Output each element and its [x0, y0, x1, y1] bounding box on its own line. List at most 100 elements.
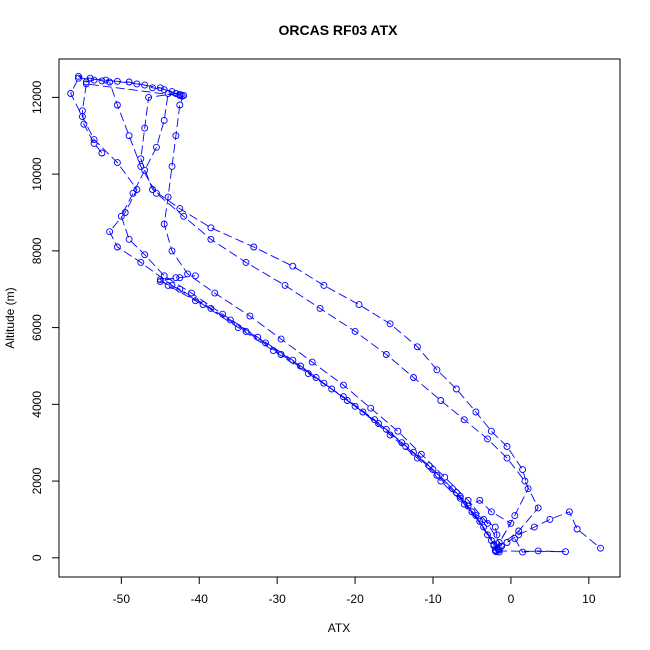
data-series	[106, 78, 542, 552]
data-point	[343, 397, 351, 404]
data-series	[456, 492, 569, 556]
data-point	[519, 548, 527, 556]
data-point	[168, 247, 176, 255]
data-point	[152, 143, 160, 151]
data-point	[375, 420, 382, 427]
data-series	[137, 90, 532, 554]
series-line	[70, 77, 488, 536]
data-point	[413, 454, 421, 462]
data-series	[117, 90, 498, 548]
data-point	[207, 235, 215, 243]
y-tick-label: 0	[30, 554, 44, 561]
data-series	[75, 72, 186, 157]
data-point	[156, 276, 164, 284]
series-line	[120, 93, 495, 545]
data-point	[468, 508, 476, 516]
data-point	[495, 539, 503, 546]
data-point	[246, 312, 254, 320]
data-point	[503, 539, 511, 546]
series-line	[498, 511, 601, 553]
data-point	[382, 425, 390, 433]
data-point	[494, 545, 502, 553]
y-tick-label: 12000	[30, 80, 44, 114]
data-point	[67, 90, 75, 97]
data-series	[495, 508, 604, 556]
data-point	[515, 527, 523, 535]
data-point	[106, 78, 114, 86]
data-point	[125, 78, 133, 86]
data-point	[382, 351, 390, 358]
y-tick-label: 10000	[30, 157, 44, 191]
data-point	[113, 159, 121, 167]
data-point	[472, 408, 480, 416]
data-point	[413, 343, 421, 351]
series-line	[78, 75, 184, 154]
data-point	[90, 76, 98, 84]
data-point	[316, 304, 324, 312]
data-point	[156, 84, 164, 92]
data-point	[511, 535, 519, 543]
data-point	[441, 473, 449, 481]
data-point	[219, 310, 227, 318]
y-axis: 0 2000 4000 6000 8000 10000 12000	[30, 80, 60, 561]
data-point	[137, 155, 145, 163]
data-point	[141, 81, 149, 89]
data-point	[226, 316, 234, 324]
data-point	[573, 525, 581, 533]
data-point	[339, 381, 347, 389]
data-point	[98, 77, 106, 85]
y-axis-label: Altitude (m)	[3, 287, 17, 348]
data-point	[351, 327, 359, 335]
y-tick-label: 4000	[30, 391, 44, 418]
data-point	[176, 274, 184, 282]
chart-title: ORCAS RF03 ATX	[278, 22, 398, 38]
data-point	[460, 500, 468, 508]
data-point	[530, 523, 538, 531]
data-point	[125, 132, 133, 140]
data-point	[160, 220, 168, 228]
data-point	[113, 243, 121, 251]
data-point	[102, 76, 110, 84]
data-point	[452, 385, 460, 393]
series-line	[140, 93, 529, 551]
data-point	[484, 531, 491, 539]
data-point	[80, 120, 88, 128]
data-point	[308, 358, 316, 366]
x-tick-label: 10	[582, 592, 596, 606]
data-point	[160, 272, 168, 280]
series-layer	[67, 72, 604, 556]
data-point	[562, 548, 569, 556]
data-point	[487, 427, 495, 435]
data-point	[507, 519, 515, 527]
data-point	[172, 132, 180, 140]
data-point	[394, 427, 402, 435]
data-point	[297, 362, 304, 370]
data-point	[425, 462, 433, 470]
data-point	[289, 262, 297, 270]
data-point	[476, 517, 484, 525]
data-point	[511, 512, 519, 520]
data-point	[437, 477, 445, 485]
data-point	[164, 193, 172, 201]
x-tick-label: -30	[268, 592, 286, 606]
data-point	[491, 523, 499, 531]
data-point	[351, 402, 359, 410]
y-tick-label: 6000	[30, 314, 44, 341]
data-series	[67, 74, 491, 539]
data-point	[367, 404, 375, 412]
data-point	[521, 477, 529, 485]
data-point	[254, 333, 262, 341]
data-point	[98, 149, 106, 157]
data-point	[207, 224, 215, 232]
data-point	[480, 523, 488, 531]
data-point	[339, 393, 347, 401]
data-point	[410, 374, 417, 381]
y-tick-label: 2000	[30, 467, 44, 494]
data-point	[199, 301, 207, 309]
data-point	[160, 116, 168, 124]
data-point	[524, 485, 532, 493]
data-point	[312, 374, 320, 381]
data-point	[113, 77, 121, 85]
x-tick-label: -50	[113, 592, 131, 606]
data-point	[320, 281, 328, 289]
